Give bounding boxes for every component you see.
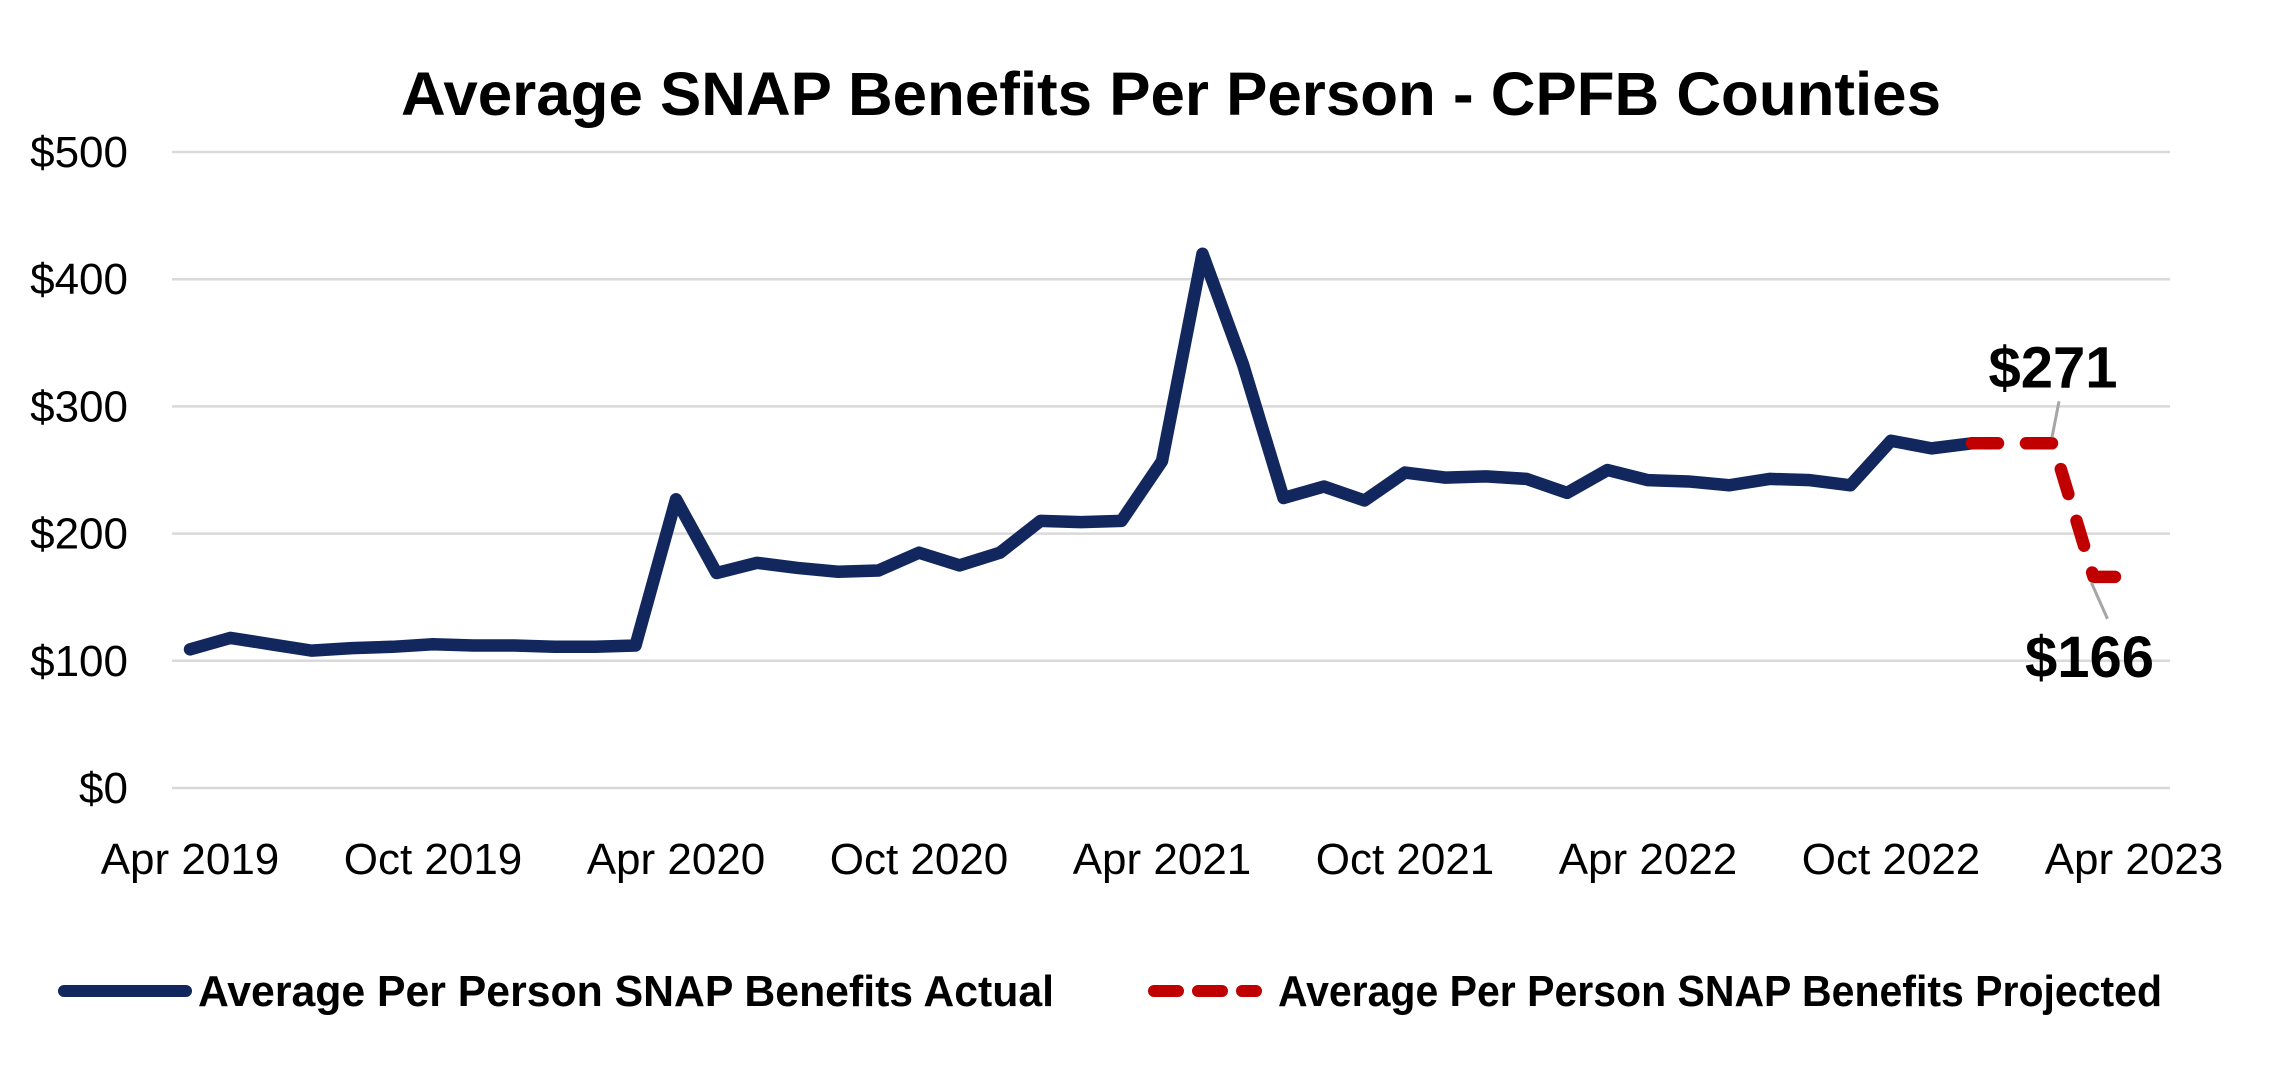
x-tick-label: Oct 2022 bbox=[1802, 835, 1981, 884]
chart-title: Average SNAP Benefits Per Person - CPFB … bbox=[401, 60, 1941, 128]
y-tick-label: $100 bbox=[30, 637, 128, 686]
series-actual-line bbox=[183, 247, 1979, 657]
x-tick-label: Apr 2022 bbox=[1559, 835, 1738, 884]
annotations: $271 $166 bbox=[1988, 335, 2154, 690]
gridlines bbox=[172, 150, 2170, 790]
x-tick-label: Oct 2020 bbox=[830, 835, 1009, 884]
series-projected-line bbox=[1965, 437, 2141, 584]
x-tick-label: Apr 2020 bbox=[587, 835, 766, 884]
annotation-label: $166 bbox=[2025, 625, 2154, 690]
x-tick-label: Oct 2019 bbox=[344, 835, 523, 884]
series-lines bbox=[183, 247, 2141, 657]
x-tick-label: Oct 2021 bbox=[1316, 835, 1495, 884]
annotation-label: $271 bbox=[1988, 335, 2117, 400]
x-axis-labels: Apr 2019 Oct 2019 Apr 2020 Oct 2020 Apr 2021… bbox=[101, 835, 2224, 884]
y-tick-label: $200 bbox=[30, 510, 128, 559]
y-axis-labels: $0 $100 $200 $300 $400 $500 bbox=[30, 128, 128, 813]
y-tick-label: $0 bbox=[79, 764, 128, 813]
legend-actual-label: Average Per Person SNAP Benefits Actual bbox=[198, 967, 1054, 1016]
annotation-leader-line bbox=[2090, 582, 2109, 620]
x-tick-label: Apr 2019 bbox=[101, 835, 280, 884]
y-tick-label: $400 bbox=[30, 255, 128, 304]
legend-projected-label: Average Per Person SNAP Benefits Project… bbox=[1278, 967, 2162, 1016]
annotation-leader-line bbox=[2050, 401, 2061, 438]
x-tick-label: Apr 2021 bbox=[1073, 835, 1252, 884]
x-tick-label: Apr 2023 bbox=[2045, 835, 2224, 884]
y-tick-label: $500 bbox=[30, 128, 128, 177]
y-tick-label: $300 bbox=[30, 382, 128, 431]
legend: Average Per Person SNAP Benefits Actual … bbox=[58, 967, 2162, 1016]
